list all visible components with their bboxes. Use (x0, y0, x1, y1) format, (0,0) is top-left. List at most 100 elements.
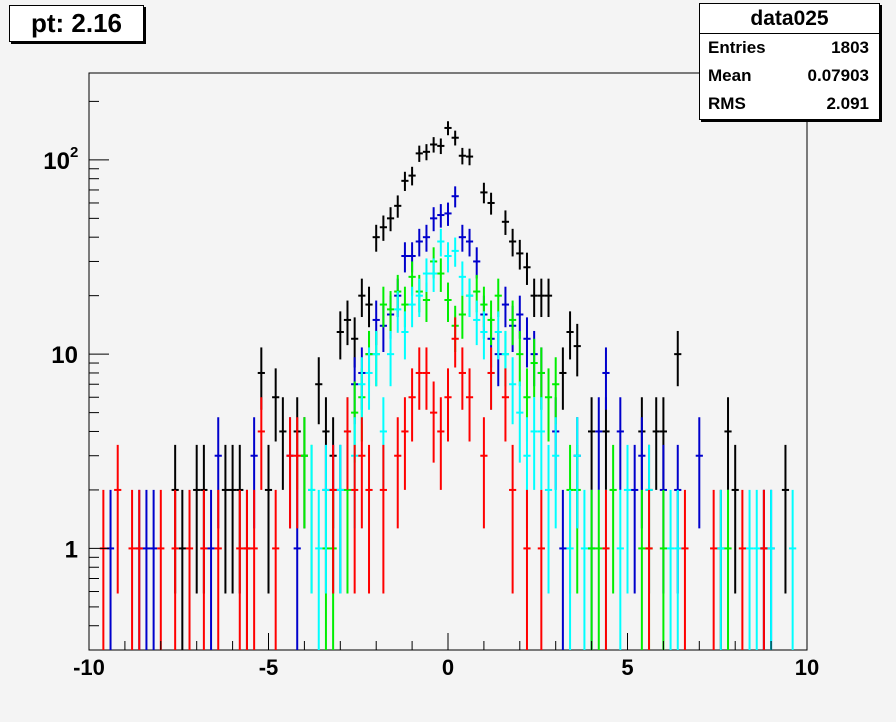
stats-value: 2.091 (826, 94, 869, 113)
data-point (595, 397, 603, 490)
data-point (451, 130, 459, 146)
data-point (272, 489, 280, 650)
data-point (207, 489, 215, 650)
data-point (444, 368, 452, 442)
data-point (695, 417, 703, 529)
data-point (358, 357, 366, 425)
data-point (379, 444, 387, 594)
data-point (645, 489, 653, 650)
data-point (501, 286, 510, 328)
data-point (480, 182, 488, 204)
data-point (236, 489, 244, 650)
data-point (444, 242, 452, 273)
data-point (408, 166, 416, 186)
data-point (631, 444, 639, 594)
data-point (401, 171, 409, 191)
y-tick-label: 10 (51, 342, 78, 369)
x-tick-label: 5 (621, 655, 633, 680)
data-point (415, 228, 423, 257)
data-point (573, 417, 581, 529)
data-point (537, 489, 545, 650)
data-point (509, 444, 517, 594)
data-point (279, 397, 287, 490)
data-point (602, 489, 610, 650)
data-point (465, 278, 474, 318)
data-point (329, 444, 337, 594)
data-point (487, 347, 495, 410)
data-point (487, 300, 495, 346)
data-point (272, 368, 280, 442)
data-point (458, 295, 466, 339)
data-point (458, 224, 466, 252)
data-point (386, 291, 395, 333)
x-tick-label: -10 (73, 655, 105, 680)
data-point (516, 381, 524, 463)
data-point (372, 224, 380, 252)
data-point (358, 417, 366, 529)
data-series-layer (99, 121, 797, 650)
data-point (430, 258, 438, 292)
data-point (544, 444, 553, 594)
data-point (602, 347, 610, 410)
data-point (358, 278, 366, 318)
data-point (185, 489, 194, 650)
data-point (437, 204, 445, 228)
data-point (530, 397, 538, 490)
data-point (114, 444, 122, 594)
data-point (437, 397, 445, 490)
stats-name: data025 (700, 4, 879, 34)
data-point (530, 338, 538, 398)
data-point (731, 444, 739, 594)
data-point (559, 489, 567, 650)
data-point (307, 444, 316, 594)
data-point (659, 489, 667, 650)
data-point (293, 417, 301, 529)
data-point (415, 347, 423, 410)
data-point (437, 258, 445, 292)
data-point (516, 330, 524, 387)
data-point (523, 489, 531, 650)
data-point (566, 489, 574, 650)
data-point (487, 192, 495, 215)
data-point (559, 347, 567, 410)
data-point (336, 444, 344, 594)
data-point (602, 397, 610, 490)
data-point (753, 489, 761, 650)
data-point (552, 357, 560, 425)
stats-row-mean: Mean 0.07903 (700, 62, 879, 90)
data-point (465, 228, 474, 257)
data-point (544, 368, 553, 442)
data-point (415, 145, 423, 162)
plot-title-box: pt: 2.16 (9, 5, 144, 42)
data-point (537, 397, 545, 490)
data-point (444, 202, 452, 226)
data-point (128, 489, 136, 650)
data-point (214, 489, 222, 650)
data-point (430, 381, 438, 463)
data-point (243, 489, 251, 650)
data-point (365, 444, 373, 594)
data-point (501, 210, 510, 235)
data-point (666, 489, 675, 650)
x-tick-label: 10 (795, 655, 819, 680)
data-point (509, 300, 517, 346)
data-point (343, 300, 352, 346)
y-tick-label: 1 (65, 536, 78, 563)
data-point (738, 489, 746, 650)
data-point (767, 489, 775, 650)
data-point (745, 489, 754, 650)
data-point (523, 252, 531, 285)
data-point (681, 489, 689, 650)
data-point (365, 347, 373, 410)
data-point (336, 311, 344, 360)
data-point (724, 397, 732, 490)
data-point (386, 207, 395, 232)
stats-label: Mean (708, 66, 752, 85)
data-point (724, 489, 732, 650)
data-point (135, 489, 143, 650)
data-point (789, 489, 797, 650)
data-point (537, 278, 545, 318)
stats-label: Entries (708, 38, 766, 57)
data-point (437, 138, 445, 155)
